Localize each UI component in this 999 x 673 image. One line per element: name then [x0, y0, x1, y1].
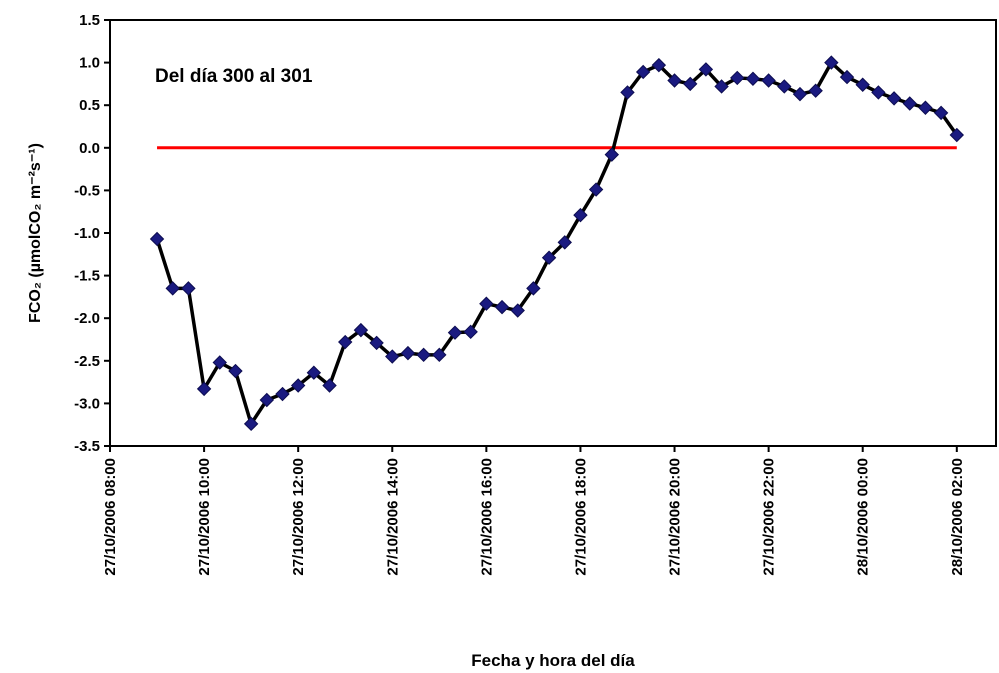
- data-marker: [667, 73, 682, 88]
- y-tick-label: -1.0: [74, 225, 100, 242]
- data-marker: [463, 324, 478, 340]
- data-marker: [322, 378, 337, 393]
- x-tick-label: 27/10/2006 16:00: [478, 458, 495, 576]
- data-marker: [949, 127, 965, 143]
- data-marker: [306, 365, 322, 380]
- data-marker: [886, 91, 902, 106]
- x-tick-label: 28/10/2006 02:00: [949, 458, 966, 576]
- y-tick-label: -1.5: [74, 268, 100, 285]
- data-marker: [494, 299, 510, 315]
- data-marker: [385, 349, 400, 364]
- data-marker: [824, 55, 839, 70]
- x-tick-label: 27/10/2006 08:00: [102, 458, 119, 576]
- data-marker: [432, 347, 447, 363]
- data-marker: [338, 334, 353, 350]
- data-marker: [165, 281, 180, 296]
- data-marker: [259, 392, 275, 408]
- y-tick-label: -2.5: [74, 353, 100, 370]
- data-marker: [730, 70, 745, 86]
- data-marker: [902, 96, 917, 111]
- data-marker: [196, 381, 212, 397]
- y-tick-label: -2.0: [74, 310, 100, 327]
- data-marker: [573, 207, 588, 223]
- data-marker: [683, 76, 698, 92]
- data-marker: [510, 303, 525, 318]
- data-line: [155, 60, 959, 426]
- data-marker: [871, 85, 886, 100]
- y-tick-label: -3.5: [74, 438, 100, 455]
- data-marker: [181, 281, 196, 296]
- annotation: Del día 300 al 301: [155, 66, 313, 87]
- data-marker: [777, 79, 792, 94]
- data-marker: [651, 57, 667, 73]
- y-axis-label: FCO₂ (µmolCO₂ m⁻²s⁻¹): [27, 143, 44, 323]
- x-tick-label: 27/10/2006 22:00: [761, 458, 778, 576]
- x-tick-label: 27/10/2006 10:00: [196, 458, 213, 576]
- data-marker: [228, 363, 243, 379]
- data-marker: [369, 335, 384, 351]
- x-tick-label: 27/10/2006 14:00: [384, 458, 401, 576]
- data-marker: [933, 105, 949, 121]
- y-tick-label: -0.5: [74, 182, 100, 199]
- data-marker: [745, 71, 761, 86]
- data-marker: [149, 231, 165, 247]
- data-marker: [855, 77, 870, 92]
- data-marker: [792, 86, 808, 102]
- x-axis-label: Fecha y hora del día: [471, 651, 635, 670]
- data-marker: [212, 355, 227, 370]
- x-tick-label: 27/10/2006 20:00: [667, 458, 684, 576]
- y-tick-label: 1.0: [79, 55, 100, 72]
- x-tick-label: 27/10/2006 18:00: [572, 458, 589, 576]
- data-marker: [761, 73, 776, 88]
- data-marker: [243, 416, 259, 432]
- data-marker: [839, 69, 855, 85]
- data-marker: [620, 85, 635, 100]
- y-tick-label: 1.5: [79, 12, 100, 29]
- data-marker: [808, 83, 823, 98]
- y-tick-label: 0.0: [79, 140, 100, 157]
- data-marker: [400, 345, 416, 361]
- data-marker: [526, 281, 541, 296]
- data-marker: [918, 100, 933, 115]
- x-tick-label: 27/10/2006 12:00: [290, 458, 307, 576]
- data-marker: [290, 378, 306, 393]
- data-marker: [714, 79, 729, 94]
- data-marker: [604, 147, 620, 162]
- data-marker: [479, 296, 494, 311]
- y-tick-label: -3.0: [74, 395, 100, 412]
- data-marker: [416, 347, 431, 363]
- data-marker: [557, 235, 572, 250]
- data-marker: [275, 386, 290, 402]
- y-tick-label: 0.5: [79, 97, 100, 114]
- data-marker: [588, 182, 604, 197]
- data-marker: [541, 250, 557, 265]
- data-marker: [353, 322, 369, 338]
- data-marker: [447, 325, 463, 340]
- data-marker: [635, 64, 651, 80]
- data-marker: [698, 62, 714, 77]
- x-tick-label: 28/10/2006 00:00: [855, 458, 872, 576]
